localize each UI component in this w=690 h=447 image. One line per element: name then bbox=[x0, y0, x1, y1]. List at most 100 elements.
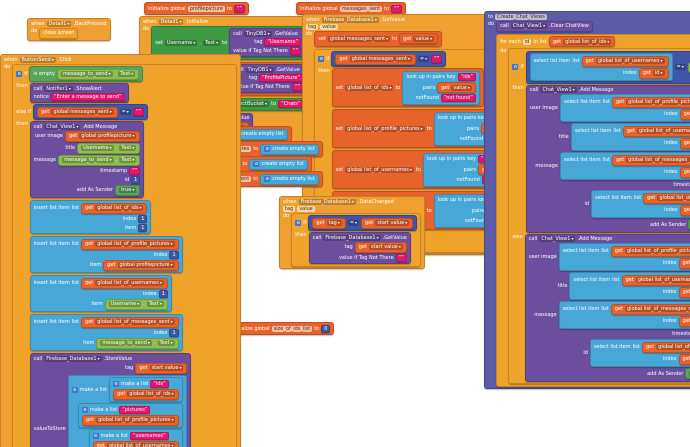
dropdown-notifier1[interactable]: Notifier1 bbox=[44, 85, 73, 92]
dropdown-chat-view1[interactable]: Chat_View1 bbox=[44, 123, 81, 130]
select-list-item[interactable]: select list item list get global list_of_me… bbox=[559, 152, 690, 180]
get-message-to-send-text[interactable]: message_to_send.Text bbox=[96, 337, 179, 349]
text-string-block[interactable]: “” bbox=[391, 4, 403, 13]
call-firebase-storevalue[interactable]: callFirebase_Database1.StoreValuetaggets… bbox=[29, 353, 192, 447]
select-list-item[interactable]: select list item list get global list_of_pr… bbox=[558, 243, 690, 271]
dropdown-firebase-database1[interactable]: Firebase_Database1 bbox=[323, 234, 381, 241]
dropdown-true[interactable]: true bbox=[119, 187, 137, 193]
dropdown-global-profilepicture[interactable]: global profilepicture bbox=[117, 262, 175, 268]
text-string-block[interactable]: “usernames” bbox=[129, 431, 169, 440]
dropdown-chat-view1[interactable]: Chat_View1 bbox=[540, 87, 577, 93]
logic-true[interactable]: true bbox=[688, 219, 690, 230]
name-field[interactable]: tag bbox=[283, 205, 296, 212]
dropdown-global-list-of-messages-sent[interactable]: global list_of_messages_sent bbox=[626, 157, 690, 163]
dropdown-detail1[interactable]: Detail1 bbox=[158, 18, 184, 25]
text-string-block[interactable]: “ids” bbox=[457, 73, 476, 81]
make-a-list[interactable]: ⚙ make a list ⚙ make a list “ids” get global l… bbox=[67, 374, 188, 447]
number-block[interactable]: 1 bbox=[169, 250, 179, 259]
get-global-messages-sent[interactable]: get global messages_sent bbox=[335, 53, 416, 65]
number-block[interactable]: 1 bbox=[138, 223, 148, 232]
name-field[interactable]: messages_sent bbox=[339, 5, 383, 12]
get-username-text[interactable]: Username.Text bbox=[687, 61, 690, 73]
dropdown-global-list-of-usernames[interactable]: global list_of_usernames bbox=[95, 280, 164, 286]
text-string-block[interactable]: “” bbox=[395, 253, 407, 262]
mutator-gear-icon[interactable]: ⚙ bbox=[318, 56, 325, 62]
dropdown-firebase-database1[interactable]: Firebase_Database1 bbox=[321, 16, 379, 23]
compare-equal[interactable]: select list item list get global list_of_us… bbox=[525, 50, 690, 84]
text-string-block[interactable]: “ids” bbox=[150, 379, 169, 388]
dropdown-value[interactable]: value bbox=[451, 84, 472, 91]
get-global-profilepicture[interactable]: get global profilepicture bbox=[65, 130, 141, 142]
get-username-text[interactable]: Username.Text bbox=[104, 298, 168, 310]
logic-false[interactable]: false bbox=[685, 368, 690, 379]
create-empty-list[interactable]: ⚙create empty list bbox=[249, 158, 308, 170]
block-stack[interactable]: initialize global size_of_ids_list to 0 bbox=[228, 322, 335, 335]
mutator-gear-icon[interactable]: ⚙ bbox=[512, 64, 519, 70]
mutator-gear-icon[interactable]: ⚙ bbox=[264, 146, 271, 152]
number-block[interactable]: 0 bbox=[321, 324, 331, 333]
dropdown-projectbucket[interactable]: ProjectBucket bbox=[227, 101, 270, 107]
block-stack[interactable]: initialize global profilepicture to “” bbox=[144, 2, 250, 15]
text-string-block[interactable]: “” bbox=[431, 55, 443, 63]
text-string-block[interactable]: “Chats” bbox=[278, 100, 304, 108]
select-list-item[interactable]: select list item list get global list_of_us… bbox=[570, 123, 690, 151]
text-string-block[interactable]: “not found” bbox=[440, 94, 476, 102]
get-global-messages-sent[interactable]: get global messages_sent bbox=[37, 106, 118, 118]
dropdown-chat-view1[interactable]: Chat_View1 bbox=[510, 23, 548, 29]
dropdown-message-to-send[interactable]: message_to_send bbox=[62, 157, 114, 163]
insert-list-item[interactable]: insert list item list get global list_of_us… bbox=[29, 275, 172, 312]
name-field[interactable]: size_of_ids_list bbox=[271, 325, 313, 332]
make-a-list[interactable]: ⚙ make a list “pictures” get global list_of_… bbox=[77, 403, 184, 428]
dropdown-message-to-send[interactable]: message_to_send bbox=[61, 71, 113, 77]
dropdown-global-list-of-usernames[interactable]: global list_of_usernames bbox=[106, 443, 176, 447]
dropdown-start-value[interactable]: start value bbox=[368, 244, 403, 250]
call-tinydb-getvalue[interactable]: callTinyDB1.GetValuetag“ProfilePicture”v… bbox=[231, 64, 307, 93]
block-stack[interactable]: toCreate_Chat_ViewsdocallChat_View1.Clea… bbox=[484, 11, 690, 389]
dropdown-global-messages-sent[interactable]: global messages_sent bbox=[327, 35, 391, 42]
text-string-block[interactable]: “” bbox=[289, 46, 302, 55]
mutator-gear-icon[interactable]: ⚙ bbox=[81, 406, 88, 413]
dropdown-global-list-of-ids[interactable]: global list_of_ids bbox=[657, 195, 690, 201]
get-tag[interactable]: get tag bbox=[312, 217, 346, 229]
number-block[interactable]: 1 bbox=[131, 175, 141, 184]
name-field[interactable]: Create_Chat_Views bbox=[495, 13, 547, 20]
mutator-gear-icon[interactable]: ⚙ bbox=[16, 71, 23, 77]
get-message-to-send-text[interactable]: message_to_send.Text bbox=[57, 68, 140, 80]
dropdown-global-list-of-profile-pictures[interactable]: global list_of_profile_pictures bbox=[96, 417, 176, 423]
dropdown-id[interactable]: id bbox=[652, 70, 665, 76]
dropdown-global-list-of-ids[interactable]: global list_of_ids bbox=[95, 205, 144, 211]
dropdown-text[interactable]: Text bbox=[146, 301, 164, 307]
dropdown--[interactable]: = bbox=[347, 220, 360, 226]
dropdown-global-list-of-ids[interactable]: global list_of_ids bbox=[127, 391, 176, 397]
mutator-gear-icon[interactable]: ⚙ bbox=[253, 161, 260, 167]
dropdown-username[interactable]: Username bbox=[164, 39, 198, 46]
mutator-gear-icon[interactable]: ⚙ bbox=[92, 432, 99, 439]
